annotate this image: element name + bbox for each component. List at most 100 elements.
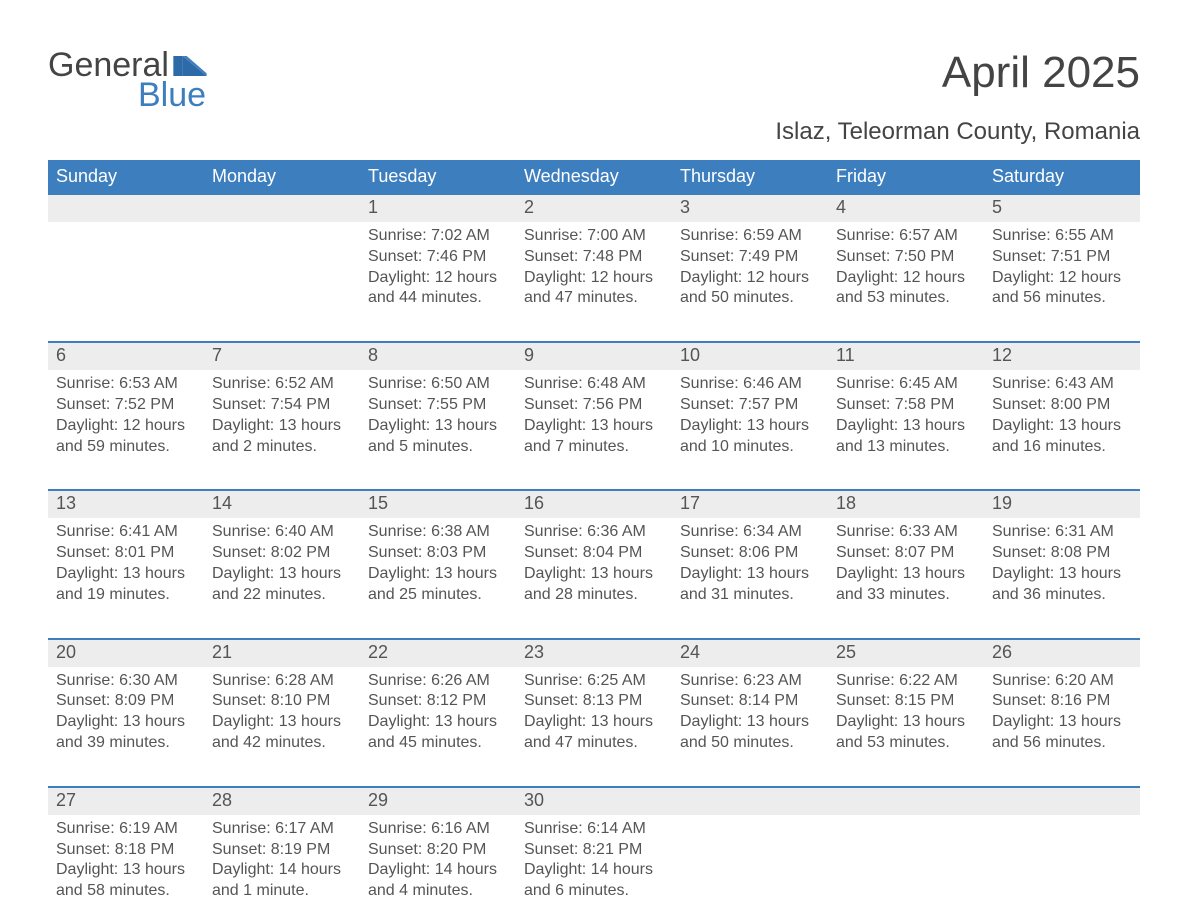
- daylight-text: Daylight: 14 hours and 6 minutes.: [524, 860, 664, 902]
- sunrise-text: Sunrise: 6:40 AM: [212, 522, 352, 543]
- daylight-text: Daylight: 12 hours and 47 minutes.: [524, 268, 664, 310]
- week-number-row: 13141516171819: [48, 489, 1140, 518]
- sunrise-text: Sunrise: 6:20 AM: [992, 671, 1132, 692]
- daylight-text: Daylight: 13 hours and 50 minutes.: [680, 712, 820, 754]
- daylight-text: Daylight: 13 hours and 16 minutes.: [992, 416, 1132, 458]
- day-cell: Sunrise: 6:40 AMSunset: 8:02 PMDaylight:…: [204, 518, 360, 637]
- sunrise-text: Sunrise: 6:55 AM: [992, 226, 1132, 247]
- day-cell: Sunrise: 6:34 AMSunset: 8:06 PMDaylight:…: [672, 518, 828, 637]
- day-number: 20: [48, 640, 204, 667]
- day-number: 26: [984, 640, 1140, 667]
- day-cell: Sunrise: 7:02 AMSunset: 7:46 PMDaylight:…: [360, 222, 516, 341]
- sunset-text: Sunset: 8:21 PM: [524, 840, 664, 861]
- week-number-row: 6789101112: [48, 341, 1140, 370]
- day-cell: Sunrise: 6:31 AMSunset: 8:08 PMDaylight:…: [984, 518, 1140, 637]
- day-header: Wednesday: [516, 160, 672, 195]
- daylight-text: Daylight: 12 hours and 59 minutes.: [56, 416, 196, 458]
- sunset-text: Sunset: 7:57 PM: [680, 395, 820, 416]
- day-number: 30: [516, 788, 672, 815]
- sunset-text: Sunset: 8:03 PM: [368, 543, 508, 564]
- day-number: 12: [984, 343, 1140, 370]
- day-header: Sunday: [48, 160, 204, 195]
- week-number-row: 20212223242526: [48, 638, 1140, 667]
- day-cell: Sunrise: 6:38 AMSunset: 8:03 PMDaylight:…: [360, 518, 516, 637]
- day-cell: Sunrise: 6:22 AMSunset: 8:15 PMDaylight:…: [828, 667, 984, 786]
- week-detail-row: Sunrise: 6:30 AMSunset: 8:09 PMDaylight:…: [48, 667, 1140, 786]
- daylight-text: Daylight: 13 hours and 10 minutes.: [680, 416, 820, 458]
- day-number: 28: [204, 788, 360, 815]
- day-cell: [204, 222, 360, 341]
- sunrise-text: Sunrise: 6:33 AM: [836, 522, 976, 543]
- sunset-text: Sunset: 7:52 PM: [56, 395, 196, 416]
- daylight-text: Daylight: 12 hours and 44 minutes.: [368, 268, 508, 310]
- sunrise-text: Sunrise: 6:48 AM: [524, 374, 664, 395]
- sunrise-text: Sunrise: 6:36 AM: [524, 522, 664, 543]
- day-number: 6: [48, 343, 204, 370]
- day-cell: Sunrise: 6:33 AMSunset: 8:07 PMDaylight:…: [828, 518, 984, 637]
- sunrise-text: Sunrise: 6:52 AM: [212, 374, 352, 395]
- sunrise-text: Sunrise: 6:41 AM: [56, 522, 196, 543]
- day-cell: Sunrise: 6:50 AMSunset: 7:55 PMDaylight:…: [360, 370, 516, 489]
- daylight-text: Daylight: 13 hours and 39 minutes.: [56, 712, 196, 754]
- daylight-text: Daylight: 13 hours and 45 minutes.: [368, 712, 508, 754]
- day-number: 13: [48, 491, 204, 518]
- daylight-text: Daylight: 14 hours and 1 minute.: [212, 860, 352, 902]
- daylight-text: Daylight: 13 hours and 47 minutes.: [524, 712, 664, 754]
- sunrise-text: Sunrise: 6:31 AM: [992, 522, 1132, 543]
- day-header: Friday: [828, 160, 984, 195]
- day-cell: Sunrise: 6:57 AMSunset: 7:50 PMDaylight:…: [828, 222, 984, 341]
- day-cell: Sunrise: 6:36 AMSunset: 8:04 PMDaylight:…: [516, 518, 672, 637]
- sunrise-text: Sunrise: 6:17 AM: [212, 819, 352, 840]
- sunset-text: Sunset: 8:01 PM: [56, 543, 196, 564]
- day-number: 7: [204, 343, 360, 370]
- logo: General Blue: [48, 48, 207, 112]
- sunset-text: Sunset: 8:16 PM: [992, 691, 1132, 712]
- sunset-text: Sunset: 8:12 PM: [368, 691, 508, 712]
- day-number: 16: [516, 491, 672, 518]
- sunset-text: Sunset: 8:13 PM: [524, 691, 664, 712]
- day-cell: Sunrise: 6:20 AMSunset: 8:16 PMDaylight:…: [984, 667, 1140, 786]
- day-cell: Sunrise: 6:53 AMSunset: 7:52 PMDaylight:…: [48, 370, 204, 489]
- sunset-text: Sunset: 7:50 PM: [836, 247, 976, 268]
- sunrise-text: Sunrise: 6:28 AM: [212, 671, 352, 692]
- daylight-text: Daylight: 13 hours and 42 minutes.: [212, 712, 352, 754]
- day-cell: Sunrise: 6:17 AMSunset: 8:19 PMDaylight:…: [204, 815, 360, 910]
- calendar: SundayMondayTuesdayWednesdayThursdayFrid…: [48, 160, 1140, 910]
- day-cell: Sunrise: 6:30 AMSunset: 8:09 PMDaylight:…: [48, 667, 204, 786]
- sunrise-text: Sunrise: 6:23 AM: [680, 671, 820, 692]
- day-cell: Sunrise: 7:00 AMSunset: 7:48 PMDaylight:…: [516, 222, 672, 341]
- day-cell: Sunrise: 6:23 AMSunset: 8:14 PMDaylight:…: [672, 667, 828, 786]
- week-detail-row: Sunrise: 6:19 AMSunset: 8:18 PMDaylight:…: [48, 815, 1140, 910]
- daylight-text: Daylight: 13 hours and 53 minutes.: [836, 712, 976, 754]
- sunset-text: Sunset: 8:14 PM: [680, 691, 820, 712]
- sunset-text: Sunset: 8:04 PM: [524, 543, 664, 564]
- day-number: 18: [828, 491, 984, 518]
- sunrise-text: Sunrise: 6:38 AM: [368, 522, 508, 543]
- logo-flag-icon: [173, 48, 207, 68]
- day-cell: [984, 815, 1140, 910]
- daylight-text: Daylight: 12 hours and 56 minutes.: [992, 268, 1132, 310]
- sunrise-text: Sunrise: 6:59 AM: [680, 226, 820, 247]
- day-cell: Sunrise: 6:41 AMSunset: 8:01 PMDaylight:…: [48, 518, 204, 637]
- sunset-text: Sunset: 7:56 PM: [524, 395, 664, 416]
- day-header: Thursday: [672, 160, 828, 195]
- daylight-text: Daylight: 13 hours and 25 minutes.: [368, 564, 508, 606]
- sunset-text: Sunset: 7:55 PM: [368, 395, 508, 416]
- week-detail-row: Sunrise: 6:41 AMSunset: 8:01 PMDaylight:…: [48, 518, 1140, 637]
- sunset-text: Sunset: 8:19 PM: [212, 840, 352, 861]
- sunset-text: Sunset: 8:20 PM: [368, 840, 508, 861]
- daylight-text: Daylight: 13 hours and 19 minutes.: [56, 564, 196, 606]
- day-cell: Sunrise: 6:28 AMSunset: 8:10 PMDaylight:…: [204, 667, 360, 786]
- sunset-text: Sunset: 8:02 PM: [212, 543, 352, 564]
- location-subtitle: Islaz, Teleorman County, Romania: [48, 118, 1140, 146]
- day-number: 15: [360, 491, 516, 518]
- day-header: Monday: [204, 160, 360, 195]
- day-number: 3: [672, 195, 828, 222]
- day-cell: Sunrise: 6:25 AMSunset: 8:13 PMDaylight:…: [516, 667, 672, 786]
- week-detail-row: Sunrise: 7:02 AMSunset: 7:46 PMDaylight:…: [48, 222, 1140, 341]
- sunset-text: Sunset: 8:09 PM: [56, 691, 196, 712]
- day-cell: Sunrise: 6:52 AMSunset: 7:54 PMDaylight:…: [204, 370, 360, 489]
- sunrise-text: Sunrise: 6:46 AM: [680, 374, 820, 395]
- daylight-text: Daylight: 13 hours and 2 minutes.: [212, 416, 352, 458]
- day-header: Tuesday: [360, 160, 516, 195]
